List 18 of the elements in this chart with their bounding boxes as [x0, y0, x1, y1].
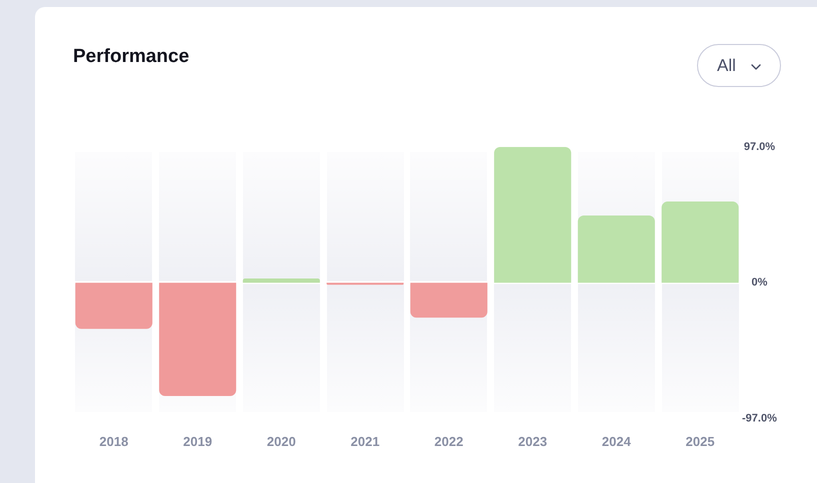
- bar: [75, 282, 152, 329]
- x-tick-label: 2024: [602, 434, 632, 449]
- bar: [242, 278, 320, 283]
- x-tick-label: 2021: [350, 434, 380, 449]
- x-tick-label: 2019: [183, 434, 212, 449]
- y-tick-label: 0%: [751, 276, 768, 289]
- x-tick-label: 2018: [99, 434, 128, 449]
- y-tick-label: 97.0%: [744, 141, 776, 154]
- y-tick-label: -97.0%: [742, 412, 778, 424]
- bar: [578, 216, 655, 283]
- x-tick-label: 2022: [434, 434, 464, 449]
- x-tick-label: 2020: [266, 434, 296, 449]
- chart-title: Performance: [73, 46, 190, 68]
- dropdown-button: All: [697, 44, 781, 87]
- x-tick-label: 2025: [686, 434, 715, 449]
- x-tick-label: 2023: [518, 434, 548, 449]
- bar: [410, 282, 488, 318]
- bar: [662, 202, 739, 283]
